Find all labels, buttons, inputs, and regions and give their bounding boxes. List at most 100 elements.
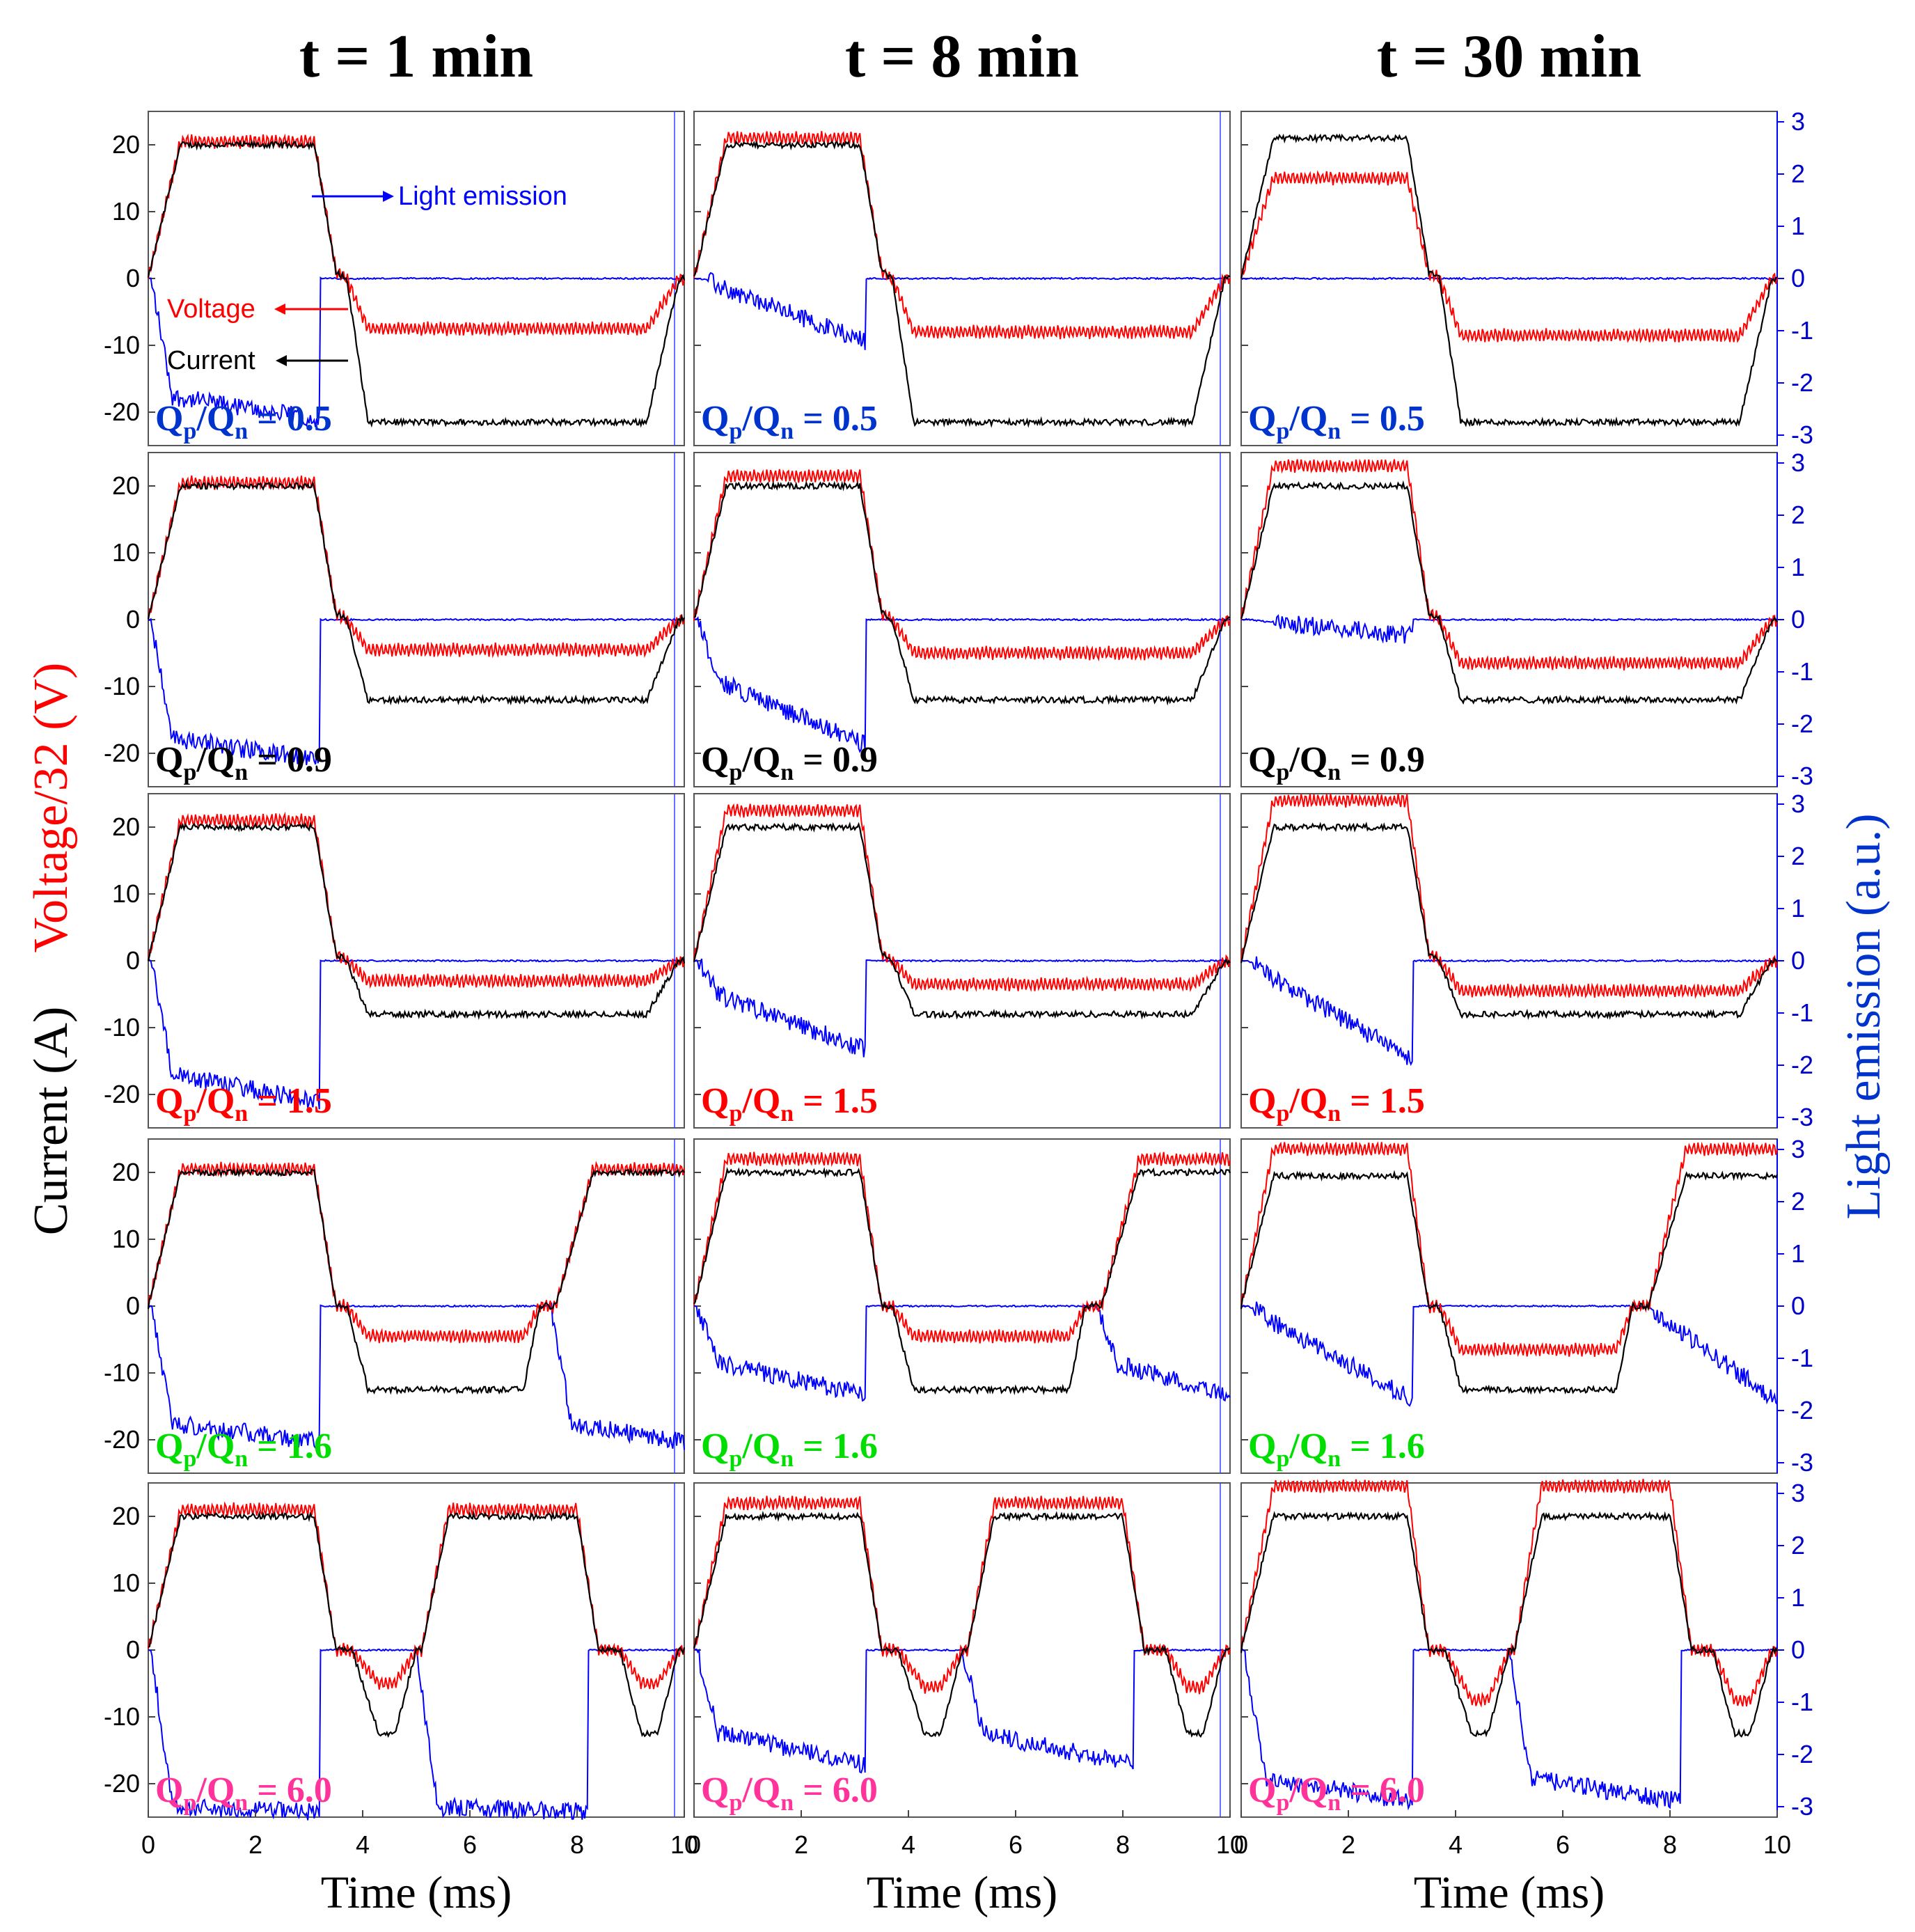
right-tick-label: 1 bbox=[1791, 894, 1805, 922]
x-tick-label: 10 bbox=[670, 1830, 698, 1859]
ratio-label: Qp/Qn = 0.9 bbox=[155, 740, 332, 785]
ratio-label: Qp/Qn = 6.0 bbox=[1248, 1770, 1425, 1816]
current-series-line bbox=[1240, 1511, 1779, 1738]
y-tick-label: -20 bbox=[104, 1080, 140, 1108]
panel-r3-c2: Qp/Qn = 1.5 bbox=[693, 793, 1231, 1129]
y-tick-label: 0 bbox=[126, 946, 140, 975]
right-tick-label: 0 bbox=[1791, 264, 1805, 292]
right-tick-label: 3 bbox=[1791, 448, 1805, 477]
x-tick-label: 4 bbox=[356, 1830, 370, 1859]
panel-r5-c3: -3 -2 -1 0 1 2 3 0 2 4 6 8 10 Time (ms) Qp/Qn = 6.0 bbox=[1234, 1479, 1813, 1918]
ratio-label: Qp/Qn = 0.9 bbox=[1248, 740, 1425, 785]
ratio-label: Qp/Qn = 1.5 bbox=[701, 1081, 878, 1126]
ratio-label: Qp/Qn = 6.0 bbox=[701, 1770, 878, 1816]
y-tick-label: -20 bbox=[104, 1425, 140, 1454]
right-tick-label: 1 bbox=[1791, 553, 1805, 581]
current-series-line bbox=[148, 1510, 686, 1738]
x-tick-label: 10 bbox=[1763, 1830, 1791, 1859]
legend-current-label: Current bbox=[167, 346, 255, 375]
right-tick-label: 3 bbox=[1791, 790, 1805, 818]
y-tick-label: 0 bbox=[126, 264, 140, 292]
right-tick-label: 3 bbox=[1791, 107, 1805, 136]
x-axis-label: Time (ms) bbox=[321, 1867, 512, 1918]
current-series-line bbox=[1240, 133, 1778, 427]
current-series-line bbox=[693, 140, 1231, 428]
legend-voltage-arrowhead bbox=[274, 304, 285, 315]
x-tick-label: 0 bbox=[687, 1830, 701, 1859]
current-series-line bbox=[693, 1510, 1231, 1738]
x-tick-label: 8 bbox=[1663, 1830, 1677, 1859]
right-tick-label: 2 bbox=[1791, 1187, 1805, 1216]
current-series-line bbox=[1240, 822, 1778, 1020]
light-series-line bbox=[148, 1301, 685, 1450]
x-tick-label: 8 bbox=[570, 1830, 584, 1859]
light-series-line bbox=[693, 272, 1231, 350]
x-axis-label: Time (ms) bbox=[867, 1867, 1057, 1918]
right-tick-label: -1 bbox=[1791, 316, 1813, 345]
panel-r4-c3: -3 -2 -1 0 1 2 3 Qp/Qn = 1.6 bbox=[1240, 1135, 1813, 1477]
voltage-series-line bbox=[693, 469, 1231, 661]
ratio-label: Qp/Qn = 0.5 bbox=[155, 399, 332, 444]
ratio-label: Qp/Qn = 1.6 bbox=[155, 1427, 332, 1472]
panel-r1-c2: Qp/Qn = 0.5 bbox=[693, 111, 1231, 446]
right-tick-label: 1 bbox=[1791, 212, 1805, 240]
current-series-line bbox=[693, 822, 1231, 1020]
voltage-series-line bbox=[1240, 458, 1778, 670]
right-tick-label: -1 bbox=[1791, 998, 1813, 1027]
y-tick-label: 20 bbox=[112, 471, 140, 500]
column-title-2: t = 8 min bbox=[845, 23, 1079, 91]
voltage-series-line bbox=[1240, 793, 1778, 999]
right-tick-label: -3 bbox=[1791, 1792, 1813, 1821]
light-series-line bbox=[1240, 956, 1778, 1067]
y-tick-label: 20 bbox=[112, 130, 140, 159]
right-tick-label: 2 bbox=[1791, 1531, 1805, 1560]
column-title-3: t = 30 min bbox=[1377, 23, 1641, 91]
voltage-series-line bbox=[693, 1495, 1231, 1695]
right-tick-label: 3 bbox=[1791, 1479, 1805, 1507]
x-tick-label: 2 bbox=[794, 1830, 808, 1859]
voltage-series-line bbox=[693, 131, 1231, 340]
right-tick-label: -2 bbox=[1791, 368, 1813, 397]
right-tick-label: 0 bbox=[1791, 1291, 1805, 1320]
legend-voltage-label: Voltage bbox=[167, 294, 255, 324]
right-tick-label: 0 bbox=[1791, 1635, 1805, 1664]
light-series-line bbox=[148, 959, 685, 1110]
right-tick-label: -3 bbox=[1791, 1103, 1813, 1131]
y-tick-label: 10 bbox=[112, 538, 140, 567]
y-tick-label: -10 bbox=[104, 672, 140, 700]
right-tick-label: 0 bbox=[1791, 605, 1805, 634]
y-tick-label: -20 bbox=[104, 739, 140, 767]
x-tick-label: 6 bbox=[1009, 1830, 1023, 1859]
voltage-series-line bbox=[1240, 1141, 1778, 1358]
y-tick-label: -10 bbox=[104, 1702, 140, 1731]
light-series-line bbox=[1240, 276, 1778, 281]
ratio-label: Qp/Qn = 0.5 bbox=[1248, 399, 1425, 444]
right-tick-label: -2 bbox=[1791, 1396, 1813, 1424]
light-series-line bbox=[1240, 1301, 1778, 1407]
panel-r3-c1: 20 10 0 -10 -20 Qp/Qn = 1.5 bbox=[104, 793, 686, 1129]
right-tick-label: -1 bbox=[1791, 1688, 1813, 1716]
y-tick-label: -10 bbox=[104, 331, 140, 359]
right-tick-label: 1 bbox=[1791, 1239, 1805, 1268]
y-tick-label: 20 bbox=[112, 1158, 140, 1186]
light-series-line bbox=[1240, 614, 1778, 644]
panel-r3-c3: -3 -2 -1 0 1 2 3 Qp/Qn = 1.5 bbox=[1240, 790, 1813, 1131]
panel-r4-c1: 20 10 0 -10 -20 Qp/Qn = 1.6 bbox=[104, 1138, 685, 1474]
voltage-series-line bbox=[693, 803, 1231, 993]
right-tick-label: -2 bbox=[1791, 1051, 1813, 1079]
ratio-label: Qp/Qn = 1.6 bbox=[701, 1427, 878, 1472]
y-tick-label: 20 bbox=[112, 1502, 140, 1530]
right-tick-label: 1 bbox=[1791, 1583, 1805, 1612]
current-series-line bbox=[147, 1167, 685, 1395]
legend-current-arrowhead bbox=[276, 355, 287, 366]
light-series-line bbox=[693, 1304, 1231, 1402]
current-series-line bbox=[693, 480, 1231, 706]
voltage-series-line bbox=[1240, 170, 1778, 344]
current-series-line bbox=[693, 1167, 1231, 1396]
y-tick-label: -20 bbox=[104, 1769, 140, 1798]
right-tick-label: 2 bbox=[1791, 842, 1805, 870]
x-tick-label: 8 bbox=[1116, 1830, 1130, 1859]
y-tick-label: 0 bbox=[126, 605, 140, 634]
panel-r4-c2: Qp/Qn = 1.6 bbox=[693, 1138, 1231, 1474]
right-tick-label: 2 bbox=[1791, 159, 1805, 188]
